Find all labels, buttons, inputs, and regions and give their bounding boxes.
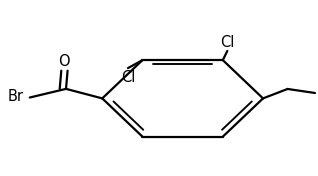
- Text: Br: Br: [8, 89, 24, 104]
- Text: Cl: Cl: [121, 70, 135, 85]
- Text: O: O: [59, 54, 70, 69]
- Text: Cl: Cl: [220, 34, 234, 50]
